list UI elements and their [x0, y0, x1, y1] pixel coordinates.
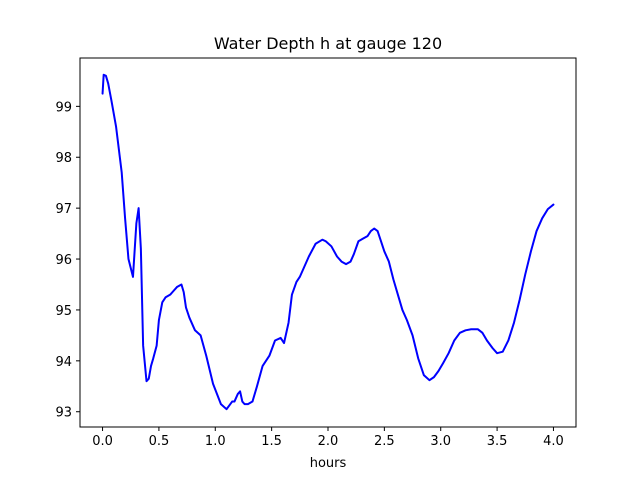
x-tick-label: 2.0	[318, 434, 339, 449]
x-tick-label: 0.5	[149, 434, 170, 449]
x-axis-label: hours	[310, 456, 347, 471]
x-tick-label: 1.0	[205, 434, 226, 449]
x-tick-label: 2.5	[374, 434, 395, 449]
data-line	[101, 73, 555, 411]
plot-area: 0.0 0.5 1.0 1.5 2.0 2.5 3.0 3.5 4.0 93 94 95 96 97 98 9…	[55, 57, 577, 449]
y-tick-label: 94	[55, 355, 72, 370]
y-tick-label: 93	[55, 406, 72, 421]
chart-title: Water Depth h at gauge 120	[214, 34, 442, 53]
y-tick-label: 98	[55, 151, 72, 166]
y-tick-label: 96	[55, 253, 72, 268]
x-tick-label: 1.5	[261, 434, 282, 449]
y-tick-label: 95	[55, 304, 72, 319]
x-tick-label: 4.0	[543, 434, 564, 449]
x-tick-label: 0.0	[92, 434, 113, 449]
x-tick-label: 3.0	[430, 434, 451, 449]
y-tick-label: 99	[55, 100, 72, 115]
x-tick-label: 3.5	[487, 434, 508, 449]
y-tick-label: 97	[55, 202, 72, 217]
